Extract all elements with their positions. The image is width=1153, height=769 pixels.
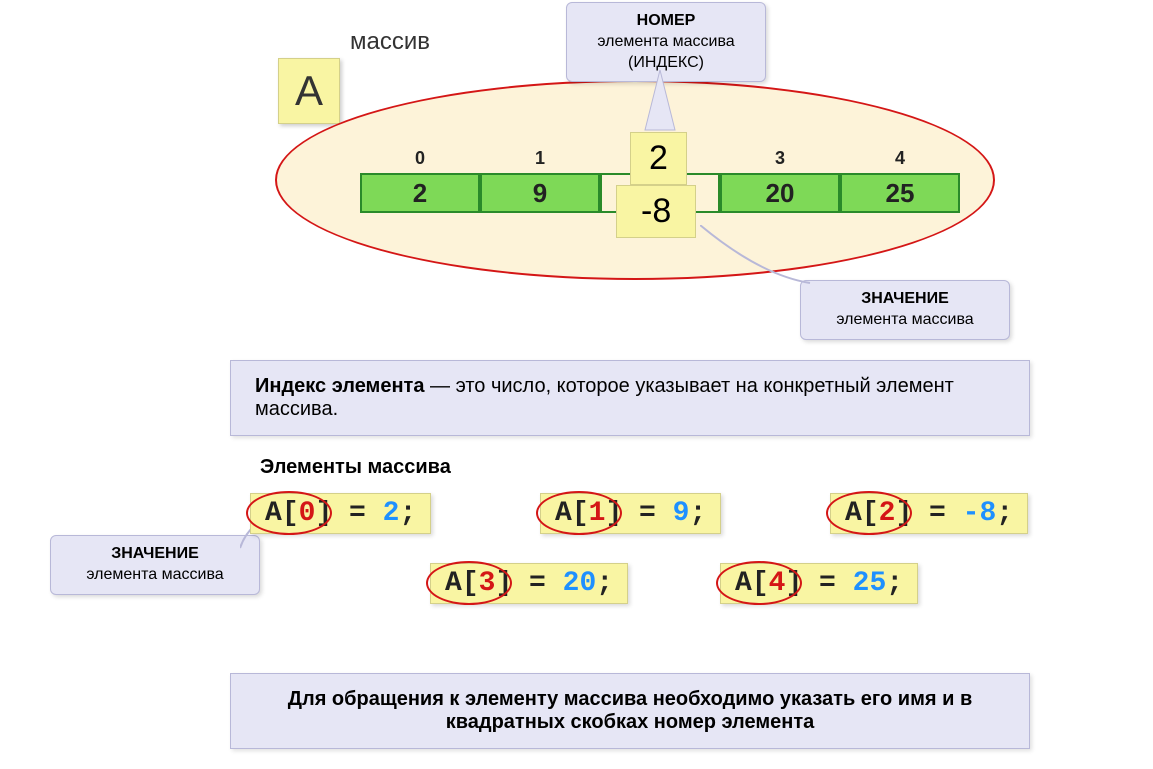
callout-line: ЗНАЧЕНИЕ xyxy=(815,289,995,310)
callout-meaning: ЗНАЧЕНИЕ элемента массива xyxy=(50,535,260,595)
assignment-0: A[0] = 2; xyxy=(250,493,431,534)
index-label: 0 xyxy=(415,148,425,169)
index-label: 1 xyxy=(535,148,545,169)
assignment-4: A[4] = 25; xyxy=(720,563,918,604)
callout-line: элемента массива xyxy=(815,310,995,331)
callout-index: НОМЕР элемента массива (ИНДЕКС) xyxy=(566,2,766,82)
assignment-2: A[2] = -8; xyxy=(830,493,1028,534)
index-label: 3 xyxy=(775,148,785,169)
cell-value: 25 xyxy=(840,173,960,213)
cell-value: 20 xyxy=(720,173,840,213)
elements-title: Элементы массива xyxy=(260,456,1093,479)
cell-value: 9 xyxy=(480,173,600,213)
array-diagram: массив A 0 2 1 9 3 20 4 25 2 -8 НОМЕР эл… xyxy=(60,20,1093,350)
callout-value: ЗНАЧЕНИЕ элемента массива xyxy=(800,280,1010,340)
index-label: 4 xyxy=(895,148,905,169)
popup-value: -8 xyxy=(616,185,696,238)
array-word-label: массив xyxy=(350,28,430,56)
array-name-box: A xyxy=(278,58,340,124)
cell-0: 0 2 xyxy=(360,148,480,213)
callout-line: элемента массива xyxy=(581,32,751,53)
cell-value: 2 xyxy=(360,173,480,213)
definition-term: Индекс элемента xyxy=(255,375,424,397)
callout-line: НОМЕР xyxy=(581,11,751,32)
callout-line: элемента массива xyxy=(65,565,245,586)
definition-box: Индекс элемента — это число, которое ука… xyxy=(230,360,1030,436)
cell-4: 4 25 xyxy=(840,148,960,213)
callout-line: ЗНАЧЕНИЕ xyxy=(65,544,245,565)
assignments-area: ЗНАЧЕНИЕ элемента массива A[0] = 2; A[1] … xyxy=(60,493,1093,663)
cell-1: 1 9 xyxy=(480,148,600,213)
callout-line: (ИНДЕКС) xyxy=(581,53,751,74)
cell-3: 3 20 xyxy=(720,148,840,213)
assignment-1: A[1] = 9; xyxy=(540,493,721,534)
popup-index: 2 xyxy=(630,132,687,185)
bottom-note-box: Для обращения к элементу массива необход… xyxy=(230,673,1030,749)
assignment-3: A[3] = 20; xyxy=(430,563,628,604)
